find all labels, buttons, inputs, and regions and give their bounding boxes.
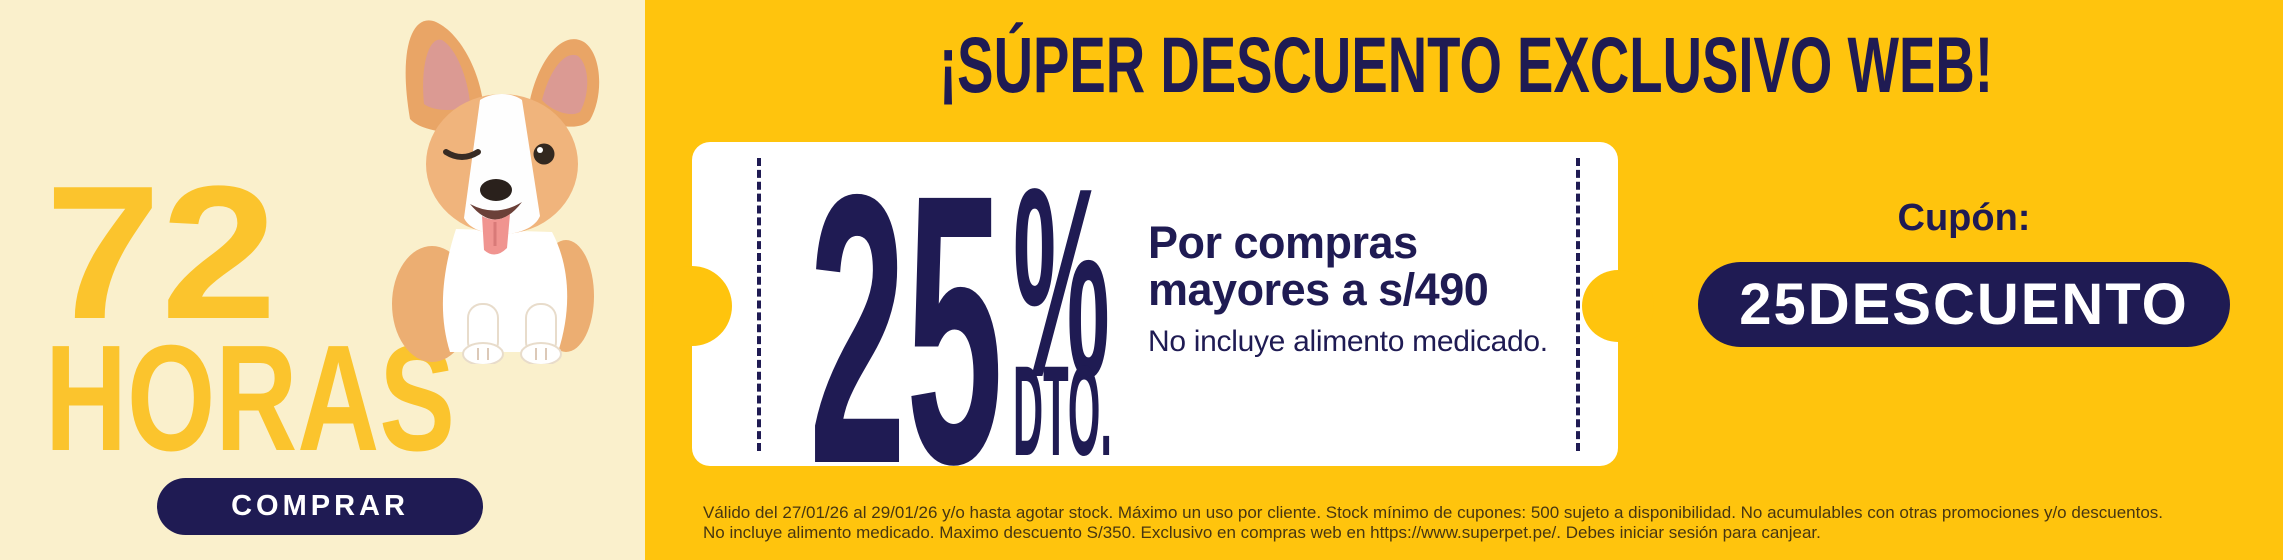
discount-lockup: 25 % DTO. (809, 150, 1112, 470)
condition-note: No incluye alimento medicado. (1148, 325, 1548, 358)
discount-percent-sign: % (1013, 150, 1110, 434)
condition-line-2: mayores a s/490 (1148, 264, 1489, 315)
hours-value: 72 (45, 160, 277, 359)
coupon-tear-line-right (1576, 158, 1580, 451)
headline-text: ¡SÚPER DESCUENTO EXCLUSIVO WEB! (939, 20, 1993, 109)
legal-line-1: Válido del 27/01/26 al 29/01/26 y/o hast… (703, 503, 2164, 522)
coupon-code-pill[interactable]: 25DESCUENTO (1698, 262, 2230, 347)
coupon-notch-right (1582, 270, 1654, 342)
hours-unit: HORAS (45, 313, 455, 460)
coupon-conditions: Por compras mayores a s/490 No incluye a… (1148, 219, 1548, 359)
coupon-ticket (692, 142, 1618, 466)
hours-display: 72 HORAS (45, 160, 455, 460)
corgi-puppy-image (392, 20, 600, 364)
discount-value: 25 (809, 150, 1003, 470)
discount-suffix: DTO. (1013, 340, 1112, 470)
legal-text: Válido del 27/01/26 al 29/01/26 y/o hast… (703, 503, 2163, 543)
coupon-tear-line-left (757, 158, 761, 451)
comprar-button[interactable]: COMPRAR (157, 478, 483, 535)
coupon-notch-left (652, 266, 732, 346)
headline: ¡SÚPER DESCUENTO EXCLUSIVO WEB! (939, 20, 1993, 109)
legal-line-2: No incluye alimento medicado. Maximo des… (703, 523, 1821, 542)
coupon-code-text: 25DESCUENTO (1739, 272, 2189, 337)
condition-line-1: Por compras (1148, 217, 1418, 268)
coupon-code-label: Cupón: (1897, 197, 2031, 239)
